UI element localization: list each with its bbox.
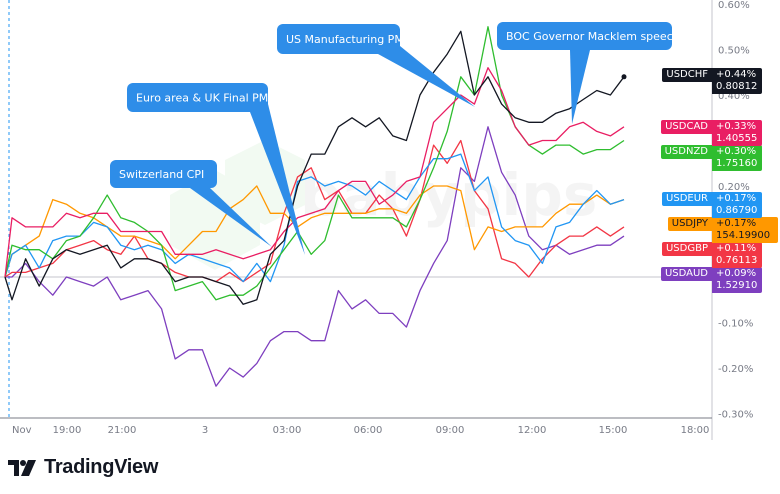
callout-box bbox=[497, 22, 672, 50]
series-price: 1.40555 bbox=[716, 133, 758, 144]
series-label-usdcad[interactable]: USDCAD +0.33% 1.40555 bbox=[0, 120, 780, 146]
annotation-callout[interactable]: BOC Governor Macklem speech bbox=[497, 22, 680, 124]
series-name-tag: USDJPY bbox=[667, 217, 712, 231]
series-name-tag: USDGBP bbox=[661, 242, 712, 256]
y-tick-label: 0.20% bbox=[718, 182, 750, 193]
tradingview-logo-text: TradingView bbox=[44, 456, 159, 478]
x-tick-label: 3 bbox=[202, 425, 208, 436]
x-tick-label: 09:00 bbox=[436, 425, 465, 436]
series-change: +0.17% bbox=[716, 193, 757, 204]
annotation-callout[interactable]: Euro area & UK Final PMIs bbox=[127, 83, 305, 255]
callout-text: US Manufacturing PMI bbox=[286, 33, 407, 46]
series-lines bbox=[4, 26, 627, 387]
x-tick-label: Nov bbox=[12, 425, 32, 436]
callout-box bbox=[277, 24, 400, 54]
callout-pointer bbox=[190, 188, 272, 247]
series-label-usdeur[interactable]: USDEUR +0.17% 0.86790 bbox=[0, 192, 780, 218]
series-line-usdaud[interactable] bbox=[5, 126, 625, 387]
time-axis[interactable]: Nov 19:00 21:00 3 03:00 06:00 09:00 12:00 15:00 1… bbox=[12, 425, 709, 436]
x-tick-label: 21:00 bbox=[108, 425, 137, 436]
series-line-usdjpy[interactable] bbox=[4, 185, 625, 278]
series-line-usdeur[interactable] bbox=[4, 153, 625, 283]
series-label-usdjpy[interactable]: USDJPY +0.17% 154.19900 bbox=[0, 217, 780, 243]
annotations: Switzerland CPI Euro area & UK Final PMIs… bbox=[110, 22, 680, 255]
series-price: 154.19900 bbox=[716, 230, 771, 241]
series-price: 0.80812 bbox=[716, 81, 758, 92]
series-price: 1.52910 bbox=[716, 280, 758, 291]
series-value-tag: +0.17% 0.86790 bbox=[712, 192, 762, 218]
series-price: 1.75160 bbox=[716, 158, 758, 169]
callout-text: Switzerland CPI bbox=[119, 168, 204, 181]
series-change: +0.09% bbox=[716, 268, 757, 279]
series-change: +0.17% bbox=[716, 218, 757, 229]
series-name-tag: USDCHF bbox=[662, 68, 712, 82]
series-change: +0.11% bbox=[716, 243, 757, 254]
series-label-usdnzd[interactable]: USDNZD +0.30% 1.75160 bbox=[0, 145, 780, 171]
series-change: +0.44% bbox=[716, 69, 757, 80]
watermark: babypips bbox=[170, 140, 597, 270]
y-tick-label: 0.40% bbox=[718, 91, 750, 102]
series-price: 0.86790 bbox=[716, 205, 758, 216]
y-tick-label: 0.60% bbox=[718, 0, 750, 11]
series-change: +0.33% bbox=[716, 121, 757, 132]
x-tick-label: 15:00 bbox=[599, 425, 628, 436]
series-change: +0.30% bbox=[716, 146, 757, 157]
x-tick-label: 19:00 bbox=[53, 425, 82, 436]
series-value-tag: +0.30% 1.75160 bbox=[712, 145, 762, 171]
x-tick-label: 18:00 bbox=[681, 425, 710, 436]
series-label-usdchf[interactable]: USDCHF +0.44% 0.80812 bbox=[0, 68, 780, 94]
callout-pointer bbox=[378, 46, 475, 107]
last-point-marker bbox=[621, 74, 627, 80]
x-tick-label: 12:00 bbox=[518, 425, 547, 436]
series-name-tag: USDAUD bbox=[660, 267, 712, 281]
series-name-tag: USDNZD bbox=[660, 145, 712, 159]
series-value-tag: +0.33% 1.40555 bbox=[712, 120, 762, 146]
tradingview-logo-icon bbox=[8, 459, 36, 476]
series-value-tag: +0.09% 1.52910 bbox=[712, 267, 762, 293]
tradingview-logo[interactable]: TradingView bbox=[8, 456, 158, 479]
series-line-usdcad[interactable] bbox=[4, 67, 625, 278]
callout-box bbox=[127, 83, 268, 112]
y-tick-label: 0.50% bbox=[718, 46, 750, 57]
watermark-text: babypips bbox=[300, 161, 597, 229]
series-name-tag: USDEUR bbox=[662, 192, 712, 206]
series-value-tag: +0.44% 0.80812 bbox=[712, 68, 762, 94]
series-label-usdaud[interactable]: USDAUD +0.09% 1.52910 bbox=[0, 267, 780, 293]
x-tick-label: 06:00 bbox=[354, 425, 383, 436]
y-tick-label: -0.20% bbox=[718, 364, 753, 375]
series-value-tag: +0.17% 154.19900 bbox=[712, 217, 778, 243]
annotation-callout[interactable]: Switzerland CPI bbox=[110, 160, 272, 247]
annotation-callout[interactable]: US Manufacturing PMI bbox=[277, 24, 475, 107]
price-axis[interactable]: 0.60% 0.50% 0.40% 0.20% -0.10% -0.20% -0.30% bbox=[718, 0, 753, 421]
callout-text: BOC Governor Macklem speech bbox=[506, 30, 680, 43]
series-line-usdchf[interactable] bbox=[4, 30, 625, 305]
series-price: 0.76113 bbox=[716, 255, 758, 266]
y-tick-label: -0.10% bbox=[718, 319, 753, 330]
callout-pointer bbox=[570, 50, 590, 124]
y-tick-label: -0.30% bbox=[718, 410, 753, 421]
callout-pointer bbox=[250, 104, 305, 255]
series-name-tag: USDCAD bbox=[661, 120, 712, 134]
series-label-usdgbp[interactable]: USDGBP +0.11% 0.76113 bbox=[0, 242, 780, 268]
series-value-tag: +0.11% 0.76113 bbox=[712, 242, 762, 268]
callout-text: Euro area & UK Final PMIs bbox=[136, 92, 278, 105]
callout-box bbox=[110, 160, 217, 188]
x-tick-label: 03:00 bbox=[273, 425, 302, 436]
